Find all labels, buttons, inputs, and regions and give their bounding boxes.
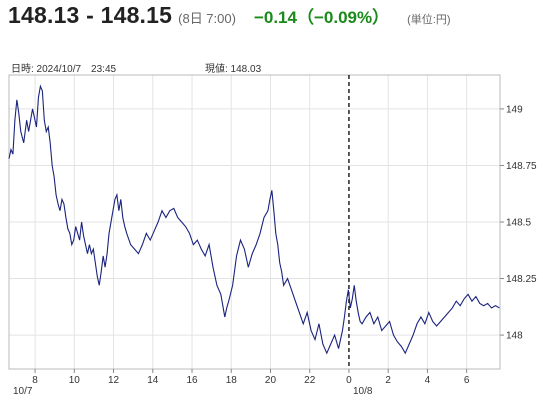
current-value-readout: 現値: 148.03 <box>205 64 262 75</box>
x-tick-label-4: 16 <box>186 375 198 386</box>
x-tick-label-10: 4 <box>425 375 431 386</box>
price-unit: (単位:円) <box>407 14 451 26</box>
x-axis-ticks: 8 10 12 14 16 18 20 22 0 2 4 6 <box>32 369 470 386</box>
y-tick-label-4: 149 <box>506 104 523 115</box>
y-axis-ticks: 148 148.25 148.5 148.75 149 <box>500 104 537 342</box>
y-tick-label-3: 148.75 <box>506 161 537 172</box>
x-tick-label-2: 12 <box>108 375 120 386</box>
x-axis-date-labels: 10/7 10/8 <box>13 386 373 397</box>
y-tick-label-2: 148.5 <box>506 218 531 229</box>
price-change: −0.14（−0.09%） <box>253 8 390 27</box>
grid-lines <box>9 75 500 369</box>
quote-header: 148.13 - 148.15 (8日 7:00) −0.14（−0.09%） (単位… <box>8 2 451 34</box>
x-tick-label-9: 2 <box>385 375 391 386</box>
x-tick-label-7: 22 <box>304 375 316 386</box>
y-tick-label-1: 148.25 <box>506 274 537 285</box>
x-date-label-0: 10/7 <box>13 386 33 397</box>
x-tick-label-6: 20 <box>265 375 277 386</box>
price-series-line <box>8 84 500 355</box>
x-tick-label-11: 6 <box>464 375 470 386</box>
x-tick-label-0: 8 <box>32 375 38 386</box>
bid-ask-price: 148.13 - 148.15 <box>8 2 173 28</box>
x-tick-label-8: 0 <box>346 375 352 386</box>
datetime-readout: 日時: 2024/10/7 23:45 <box>11 64 117 75</box>
quote-time: (8日 7:00) <box>178 11 236 26</box>
x-tick-label-1: 10 <box>69 375 81 386</box>
y-tick-label-0: 148 <box>506 331 523 342</box>
x-date-label-1: 10/8 <box>353 386 373 397</box>
x-tick-label-5: 18 <box>226 375 238 386</box>
x-tick-label-3: 14 <box>147 375 159 386</box>
